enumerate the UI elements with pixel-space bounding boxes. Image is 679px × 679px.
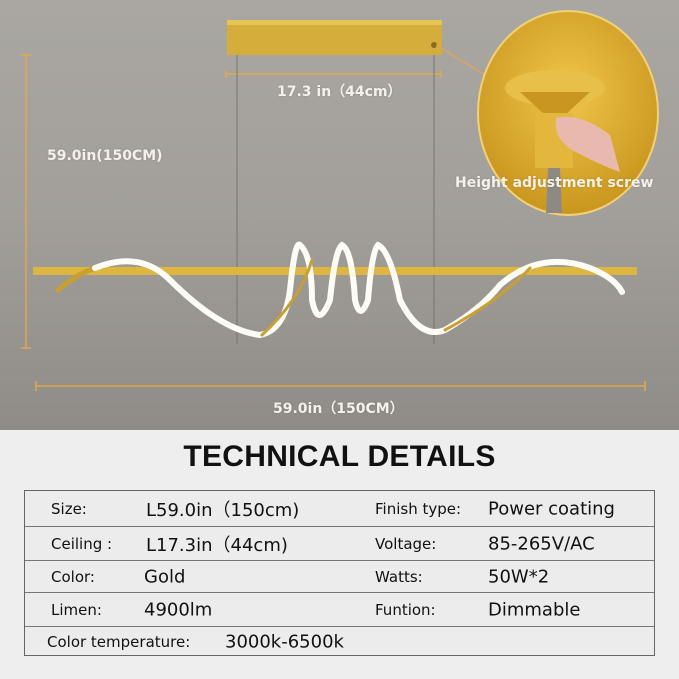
spec-value: L59.0in（150cm) xyxy=(146,499,300,521)
led-spiral xyxy=(55,241,625,339)
spec-value: 4900lm xyxy=(144,599,213,620)
mount-width-label: 17.3 in（44cm） xyxy=(277,84,402,100)
spec-label: Funtion: xyxy=(375,600,436,619)
product-photo: 17.3 in（44cm） 59.0in(150CM) Height adjus… xyxy=(0,0,679,430)
spec-value: 85-265V/AC xyxy=(488,533,595,554)
spec-label: Ceiling : xyxy=(51,534,113,553)
length-label: 59.0in（150CM） xyxy=(273,401,404,417)
spec-label: Size: xyxy=(51,499,87,518)
callout-label: Height adjustment screw xyxy=(455,175,654,191)
spec-label: Limen: xyxy=(51,600,102,619)
callout-line xyxy=(435,44,486,76)
spec-label: Color temperature: xyxy=(47,633,191,651)
spec-label: Color: xyxy=(51,567,95,586)
mount-width-dimension-line xyxy=(225,70,442,78)
spec-label: Finish type: xyxy=(375,499,462,518)
height-dimension-line xyxy=(21,54,31,349)
specs-table: Size: L59.0in（150cm) Finish type: Power … xyxy=(24,490,655,656)
section-title: TECHNICAL DETAILS xyxy=(183,440,496,473)
spec-value: Gold xyxy=(144,566,186,587)
spec-row: Color temperature: 3000k-6500k xyxy=(25,627,654,657)
spec-row: Ceiling : L17.3in（44cm) Voltage: 85-265V… xyxy=(25,527,654,561)
spec-value: Power coating xyxy=(488,498,615,519)
spec-row: Limen: 4900lm Funtion: Dimmable xyxy=(25,593,654,627)
spec-value: L17.3in（44cm) xyxy=(146,534,288,556)
height-label: 59.0in(150CM) xyxy=(47,148,163,164)
spec-value: 50W*2 xyxy=(488,566,550,587)
spec-value: Dimmable xyxy=(488,599,581,620)
ceiling-canopy xyxy=(227,20,442,55)
spec-value: 3000k-6500k xyxy=(225,631,344,653)
pendant-lamp-illustration xyxy=(21,10,659,391)
spec-row: Color: Gold Watts: 50W*2 xyxy=(25,561,654,593)
spec-row: Size: L59.0in（150cm) Finish type: Power … xyxy=(25,491,654,527)
spec-label: Watts: xyxy=(375,567,423,586)
length-dimension-line xyxy=(35,381,646,391)
spec-label: Voltage: xyxy=(375,534,437,553)
